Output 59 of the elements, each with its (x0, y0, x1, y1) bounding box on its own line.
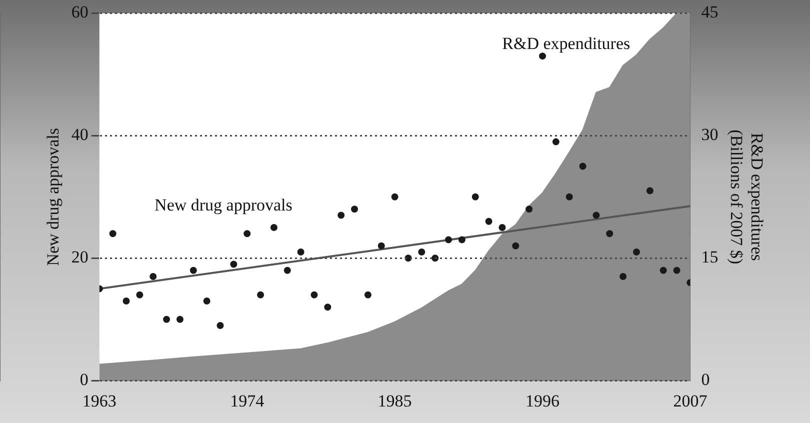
point (364, 291, 372, 298)
point (324, 304, 332, 311)
point (432, 254, 439, 262)
point (270, 224, 278, 232)
x-tick-label: 1963 (82, 391, 116, 410)
point (579, 162, 586, 170)
point (512, 242, 520, 250)
point (310, 291, 318, 298)
y2-tick-label: 45 (701, 2, 718, 22)
point (566, 193, 573, 200)
point (445, 236, 452, 244)
y-tick-label: 60 (71, 2, 88, 22)
x-tick-label: 1974 (230, 391, 265, 410)
point (190, 266, 197, 274)
y2-tick-label: 0 (701, 370, 710, 390)
y-axis-title: New drug approvals (44, 128, 63, 266)
annotation: New drug approvals (154, 196, 292, 215)
point (216, 322, 224, 329)
x-tick-label: 1996 (526, 391, 560, 410)
annotation: R&D expenditures (502, 34, 630, 53)
point (391, 193, 398, 200)
point (136, 291, 144, 298)
y-tick-label: 0 (80, 370, 88, 390)
point (122, 297, 130, 304)
point (176, 316, 184, 323)
point (418, 248, 426, 256)
point (646, 187, 654, 194)
point (230, 260, 238, 268)
point (284, 266, 291, 274)
point (163, 316, 170, 323)
x-tick-label: 2007 (673, 391, 708, 410)
y2-tick-label: 15 (701, 248, 718, 267)
point (632, 248, 640, 256)
point (620, 273, 627, 280)
point (485, 218, 492, 225)
point (526, 206, 533, 213)
point (458, 236, 466, 244)
point (378, 242, 385, 250)
point (257, 291, 264, 298)
y-tick-label: 20 (71, 248, 88, 267)
x-tick-label: 1985 (378, 391, 412, 410)
point (150, 273, 157, 280)
point (498, 224, 506, 232)
point (351, 206, 358, 213)
point (297, 248, 304, 256)
point (109, 230, 116, 238)
y2-tick-label: 30 (701, 125, 718, 144)
y2-axis-title: R&D expenditures (Billions of 2007 $) (726, 130, 766, 264)
point (203, 297, 210, 304)
point (592, 212, 600, 219)
point (539, 52, 546, 60)
point (660, 266, 667, 274)
point (244, 230, 251, 238)
point (552, 138, 560, 146)
y-tick-label: 40 (71, 125, 88, 144)
point (472, 193, 479, 200)
point (338, 212, 345, 219)
point (606, 230, 614, 238)
point (673, 266, 680, 274)
